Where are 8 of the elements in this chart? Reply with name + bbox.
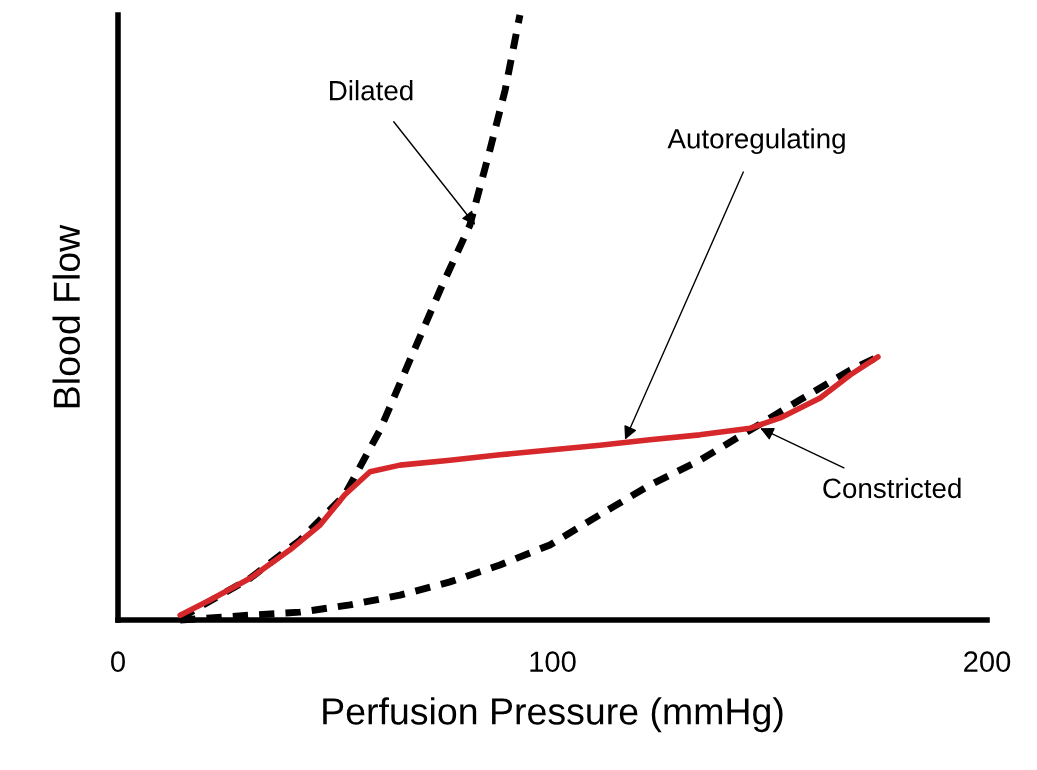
y-axis-title: Blood Flow [52, 224, 81, 408]
annotation: Autoregulating [667, 128, 845, 155]
annotation: Dilated [330, 80, 413, 101]
x-tick-label: 100 [530, 651, 576, 672]
x-tick-label: 0 [111, 651, 125, 672]
annotation: Constricted [823, 477, 961, 499]
x-axis-title: Perfusion Pressure (mmHg) [323, 697, 783, 733]
x-tick-label: 200 [964, 651, 1011, 672]
